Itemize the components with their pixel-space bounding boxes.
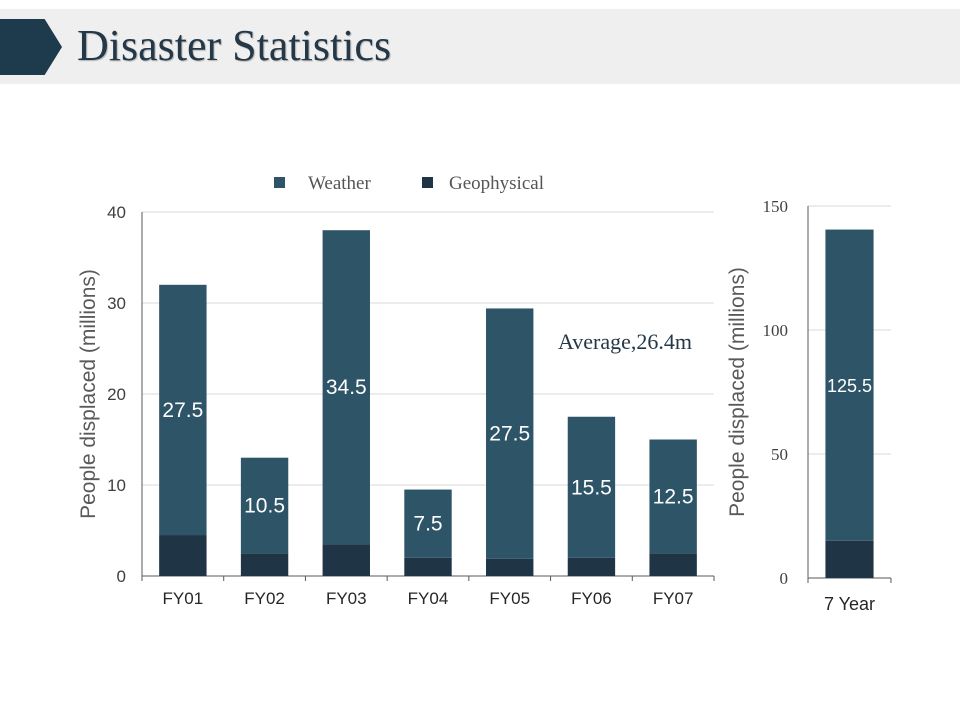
bar-weather bbox=[649, 439, 697, 554]
legend-swatch-weather bbox=[274, 177, 285, 188]
x-tick-label: FY01 bbox=[163, 589, 204, 608]
legend-label-geophysical: Geophysical bbox=[449, 173, 544, 194]
summary-plot: 0 50 100 150 125.5 7 Year bbox=[763, 197, 892, 614]
x-tick-label: FY05 bbox=[489, 589, 530, 608]
y-tick-label: 40 bbox=[107, 203, 126, 222]
bar-weather bbox=[825, 229, 874, 541]
x-tick-label: FY04 bbox=[408, 589, 449, 608]
bar-geophysical bbox=[486, 558, 534, 576]
y-tick-label: 30 bbox=[107, 294, 126, 313]
bar-geophysical bbox=[159, 535, 207, 576]
bar-weather bbox=[567, 416, 616, 558]
legend-label-weather: Weather bbox=[308, 173, 371, 194]
bar-geophysical bbox=[404, 557, 452, 576]
x-tick-label: FY07 bbox=[653, 589, 694, 608]
y-tick-label: 10 bbox=[107, 476, 126, 495]
data-label: 34.5 bbox=[326, 376, 367, 399]
bar-weather bbox=[159, 284, 207, 536]
y-tick-label: 100 bbox=[763, 321, 789, 340]
y-tick-label: 150 bbox=[763, 197, 789, 216]
y-tick-label: 0 bbox=[117, 567, 126, 586]
y-tick-label: 20 bbox=[107, 385, 126, 404]
y-tick-label: 0 bbox=[780, 569, 789, 588]
data-label: 27.5 bbox=[489, 423, 530, 446]
bar-geophysical bbox=[825, 540, 874, 578]
bar-weather bbox=[486, 308, 534, 559]
bar-geophysical bbox=[649, 553, 697, 576]
data-label: 15.5 bbox=[571, 476, 612, 499]
data-label: 12.5 bbox=[653, 485, 694, 508]
main-plot: 0 10 20 30 40 27.5 FY01 10.5 FY02 34.5 FY03 7.5 FY04… bbox=[107, 203, 715, 608]
data-label: 27.5 bbox=[162, 399, 203, 422]
data-label: 7.5 bbox=[413, 513, 442, 536]
bar-geophysical bbox=[322, 544, 370, 576]
x-tick-label: FY03 bbox=[326, 589, 367, 608]
bar-weather bbox=[240, 457, 289, 554]
main-y-axis-title: People displaced (millions) bbox=[77, 269, 100, 519]
y-tick-label: 50 bbox=[771, 445, 788, 464]
legend: Weather Geophysical bbox=[274, 173, 544, 194]
x-tick-label: FY02 bbox=[244, 589, 285, 608]
bar-weather bbox=[322, 230, 370, 545]
data-label: 10.5 bbox=[244, 494, 285, 517]
data-label: 125.5 bbox=[827, 376, 872, 396]
x-tick-label: FY06 bbox=[571, 589, 612, 608]
bar-geophysical bbox=[567, 557, 616, 576]
x-tick-label: 7 Year bbox=[824, 594, 875, 614]
legend-swatch-geophysical bbox=[422, 177, 433, 188]
page-title: Disaster Statistics bbox=[77, 21, 392, 70]
summary-y-axis-title: People displaced (millions) bbox=[726, 267, 749, 517]
bar-weather bbox=[404, 489, 452, 558]
bar-geophysical bbox=[240, 553, 289, 576]
title-bar bbox=[0, 9, 960, 84]
average-annotation: Average,26.4m bbox=[558, 329, 692, 354]
